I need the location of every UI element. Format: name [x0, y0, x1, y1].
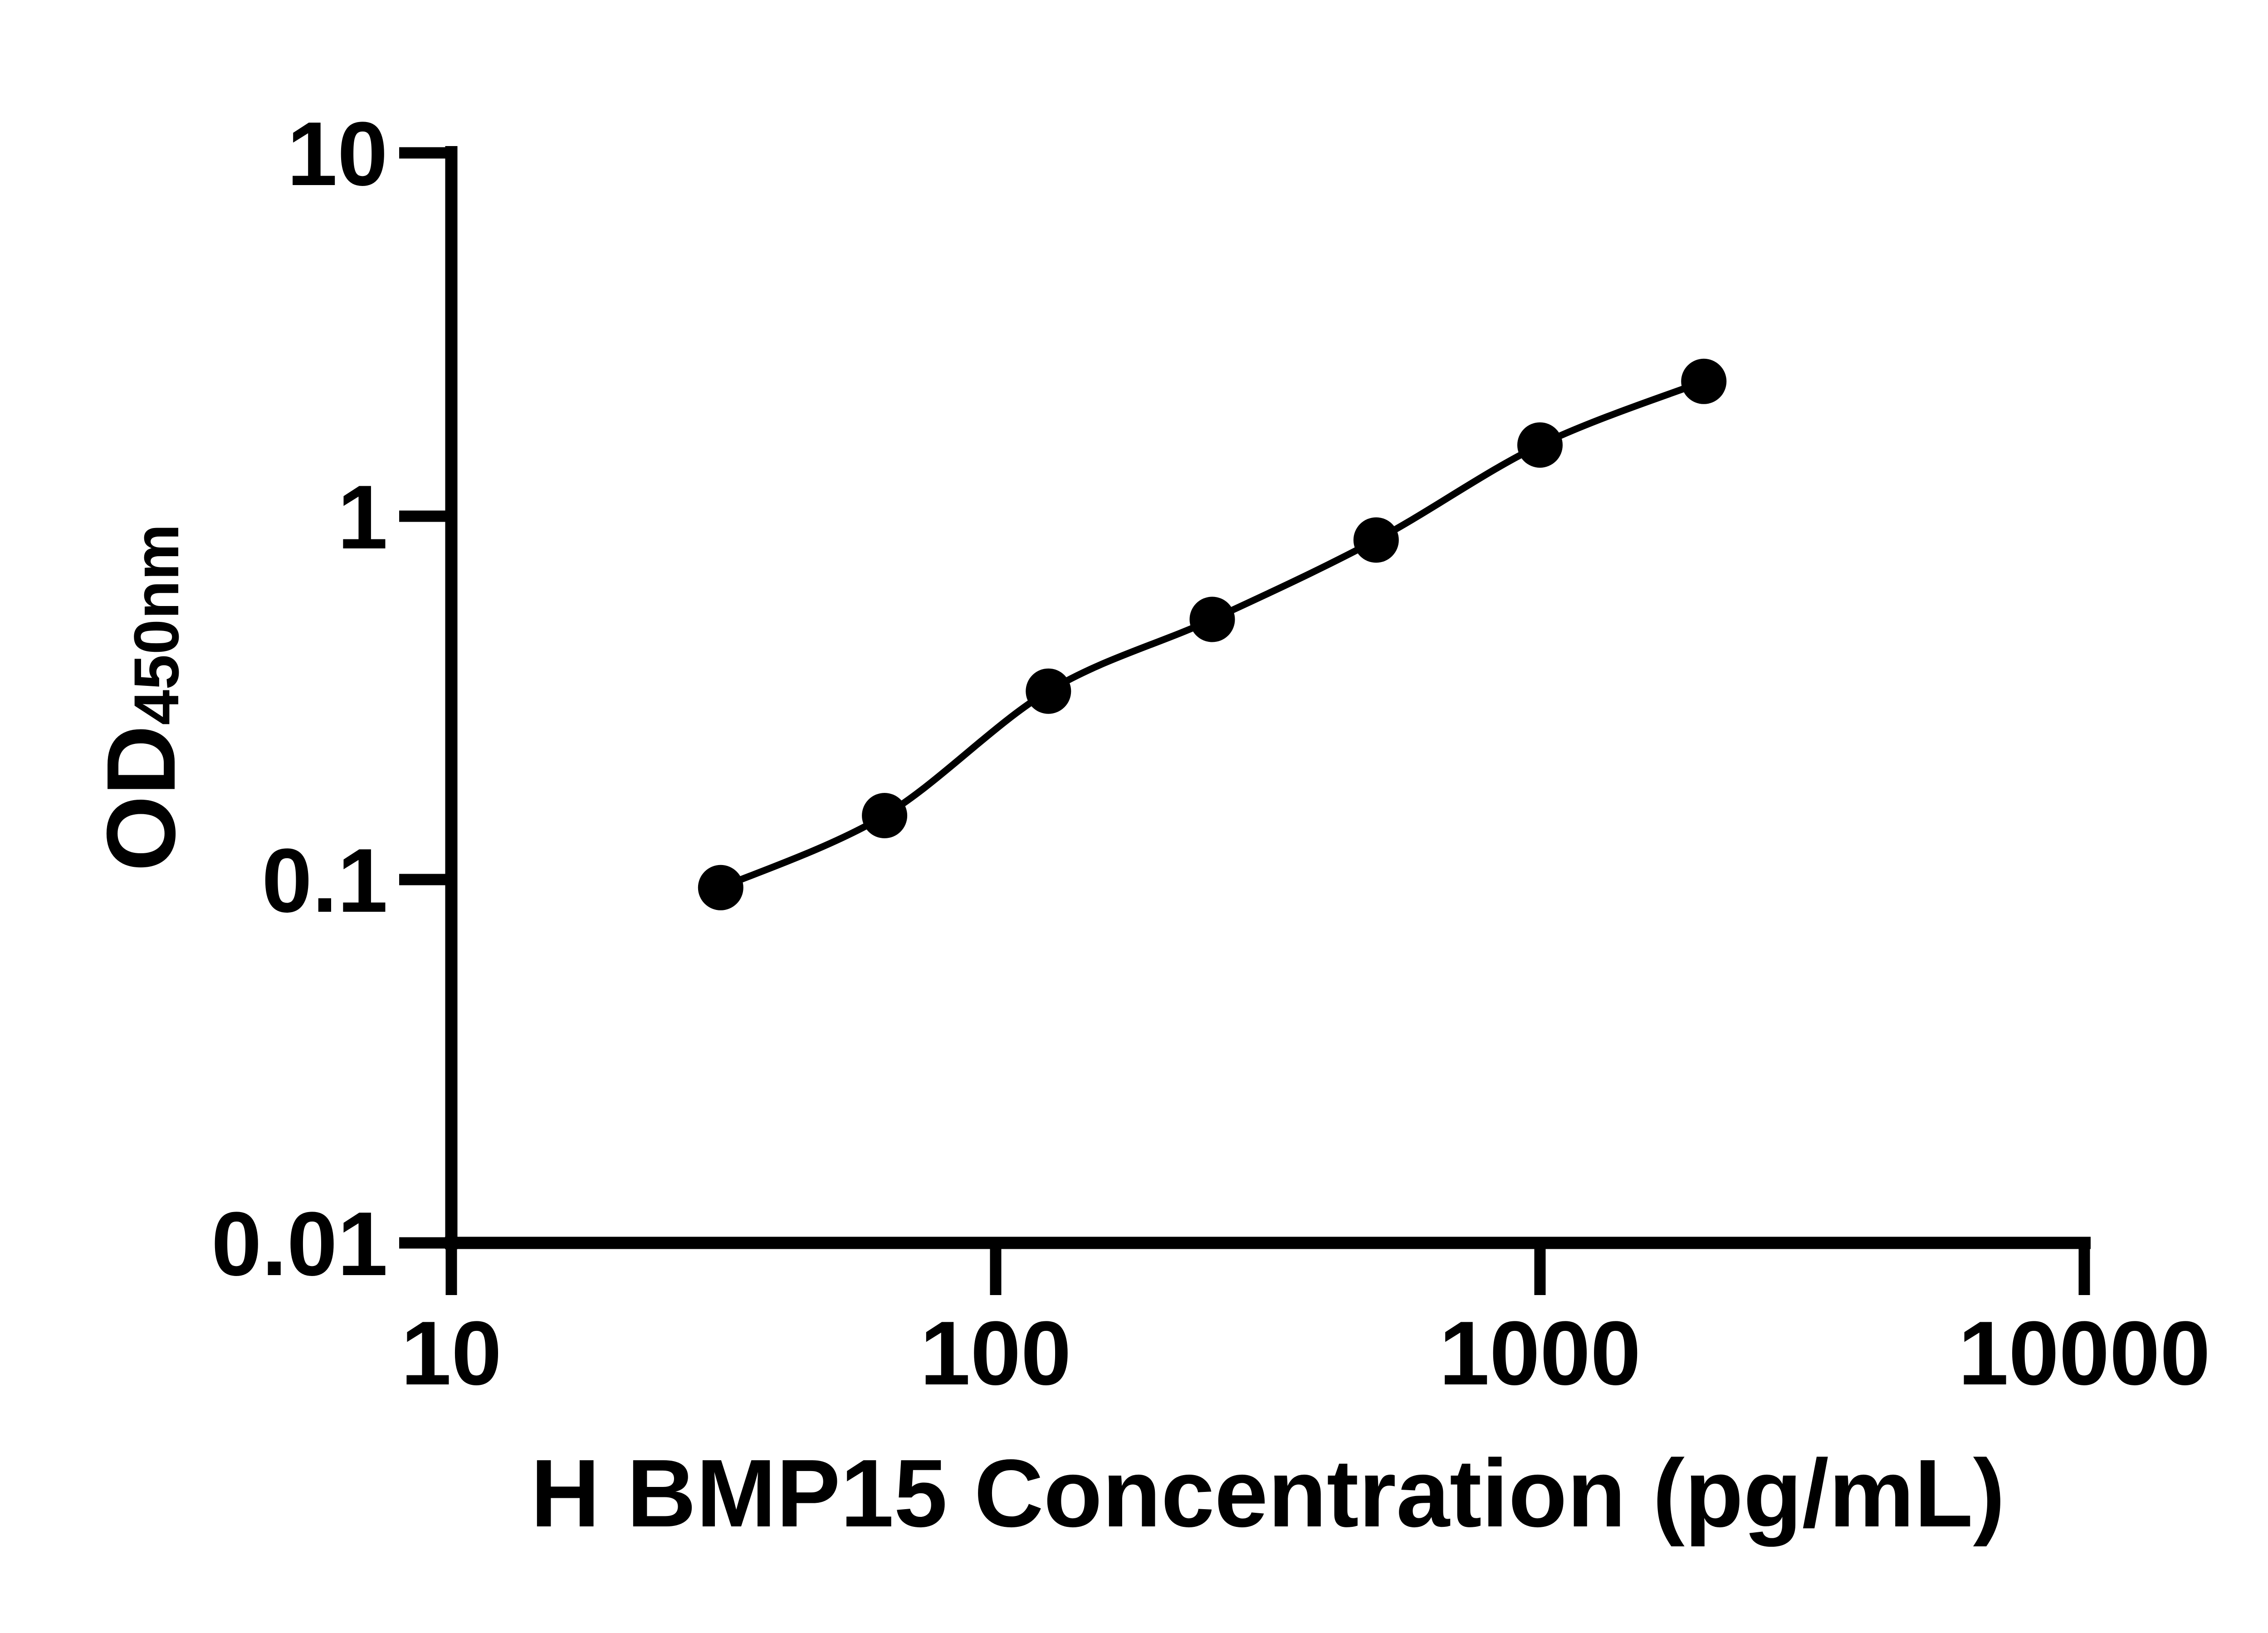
y-axis-title: OD450nm: [86, 524, 196, 871]
data-point: [1189, 596, 1235, 642]
y-tick-label: 0.01: [211, 1193, 388, 1295]
y-tick-label: 1: [337, 467, 388, 568]
data-point-layer: [698, 358, 1727, 910]
data-point: [1517, 422, 1563, 468]
data-point: [1026, 668, 1071, 714]
y-axis-title-subscript: 450nm: [121, 524, 192, 725]
x-tick-label: 10000: [1958, 1303, 2210, 1404]
data-point: [1353, 517, 1399, 563]
data-point: [862, 793, 908, 838]
tick-layer: [399, 147, 2090, 1295]
x-tick-label: 10: [401, 1303, 502, 1404]
y-tick-label: 0.1: [262, 830, 388, 931]
x-tick-label: 1000: [1439, 1303, 1641, 1404]
data-point: [698, 865, 743, 910]
data-point: [1681, 358, 1727, 404]
y-axis-title-main: OD: [86, 725, 196, 872]
x-axis-title: H BMP15 Concentration (pg/mL): [531, 1439, 2005, 1547]
x-tick-label: 100: [920, 1303, 1071, 1404]
y-tick-label: 10: [287, 103, 388, 205]
axes-layer: [445, 146, 2091, 1249]
